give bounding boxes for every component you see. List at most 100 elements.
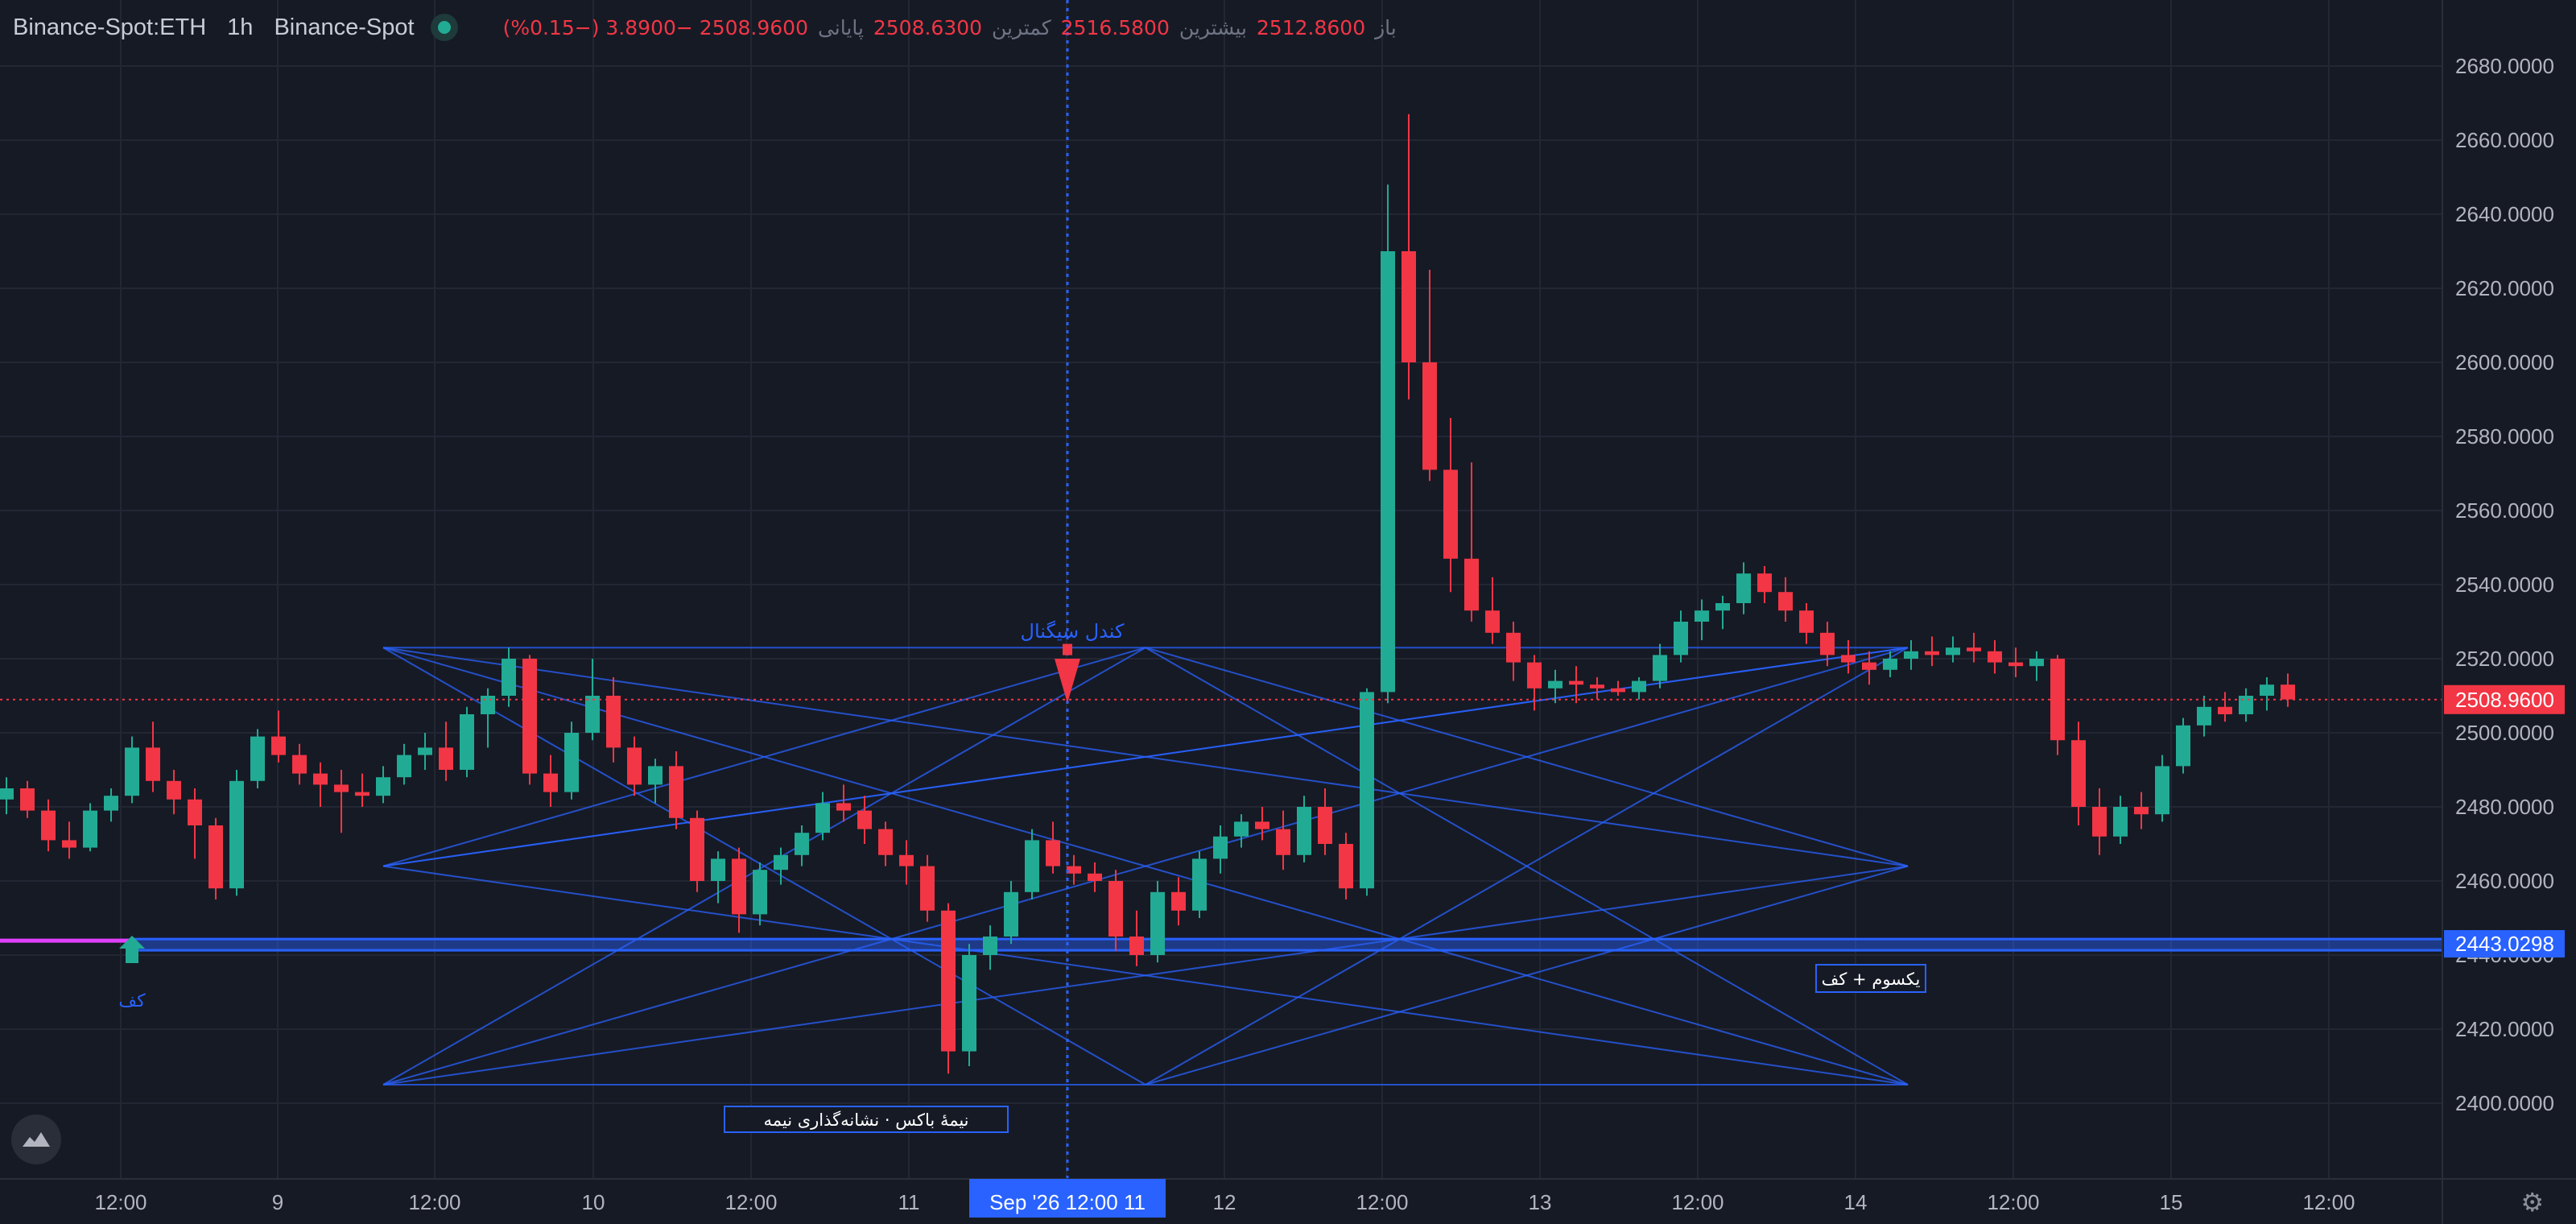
candle-body	[1129, 937, 1144, 955]
time-tick-label: 12:00	[1987, 1190, 2039, 1214]
time-tick-label: 13	[1529, 1190, 1552, 1214]
price-tick-label: 2560.0000	[2455, 498, 2554, 523]
symbol-name[interactable]: Binance-Spot:ETH	[13, 14, 207, 40]
box-annotation-frame	[724, 1106, 1009, 1133]
right-annotation: یکسوم + کف	[1822, 970, 1921, 989]
time-tick-label: 11	[898, 1190, 920, 1214]
candle-body	[481, 696, 495, 714]
candle-body	[1381, 251, 1395, 693]
candle-body	[439, 747, 453, 770]
time-tick-label: 9	[272, 1190, 283, 1214]
open-value: 2512.8600	[1256, 15, 1366, 39]
crosshair-time-label: Sep '26 12:00 11	[989, 1190, 1146, 1214]
candle-body	[1046, 840, 1060, 866]
candle-body	[1715, 603, 1730, 611]
candle-body	[690, 817, 704, 881]
candle-body	[1506, 632, 1521, 663]
candle-body	[1464, 558, 1479, 611]
candle-body	[1276, 829, 1290, 855]
price-tick-label: 2620.0000	[2455, 276, 2554, 300]
price-tick-label: 2480.0000	[2455, 795, 2554, 819]
chart-overlay: کندل سیگنال کف نیمهٔ باکس · نشانه‌گذاری نی…	[0, 0, 2442, 1179]
candle-body	[795, 833, 809, 855]
candle-body	[774, 854, 788, 870]
candle-body	[1297, 807, 1311, 855]
candle-body	[1088, 873, 1102, 881]
price-tick-label: 2420.0000	[2455, 1017, 2554, 1041]
candle-body	[1778, 592, 1793, 611]
exchange-label: Binance-Spot	[274, 14, 415, 40]
candle-body	[585, 696, 600, 733]
candle-body	[376, 777, 390, 796]
candle-body	[648, 766, 663, 785]
candle-body	[1527, 662, 1542, 688]
price-tick-label: 2500.0000	[2455, 721, 2554, 745]
price-tick-label: 2680.0000	[2455, 54, 2554, 78]
candle-body	[1255, 821, 1269, 829]
candle-body	[83, 810, 97, 848]
candle-body	[397, 755, 411, 778]
tradingview-logo-icon[interactable]	[11, 1114, 61, 1164]
candle-body	[2197, 706, 2211, 726]
candle-body	[1192, 858, 1207, 911]
candle-body	[711, 858, 725, 881]
chart-grid	[0, 0, 2442, 1179]
signal-annotation: کندل سیگنال	[1021, 620, 1125, 643]
time-tick-label: 14	[1844, 1190, 1868, 1214]
candle-body	[334, 784, 349, 792]
candle-body	[753, 870, 767, 915]
drawing-line	[1145, 647, 1909, 1085]
time-tick-label: 12:00	[94, 1190, 147, 1214]
candle-body	[1967, 647, 1981, 651]
candle-body	[2281, 684, 2295, 700]
candle-body	[1653, 655, 1667, 681]
drawing-line	[382, 647, 1146, 867]
box-annotation: نیمهٔ باکس · نشانه‌گذاری نیمه	[763, 1110, 968, 1130]
candle-body	[606, 696, 621, 748]
candle-body	[543, 773, 558, 792]
candle-body	[1422, 362, 1437, 470]
candle-body	[1108, 881, 1123, 937]
candle-body	[250, 736, 265, 781]
candle-body	[1674, 622, 1688, 655]
interval-label[interactable]: 1h	[227, 14, 254, 40]
candle-body	[418, 747, 432, 755]
candle-body	[1569, 680, 1583, 685]
candle-body	[2218, 706, 2232, 714]
price-tick-label: 2460.0000	[2455, 869, 2554, 893]
candle-body	[941, 910, 956, 1052]
candle-body	[2260, 684, 2274, 696]
candle-body	[0, 788, 14, 800]
candle-body	[62, 840, 76, 848]
candle-body	[2113, 807, 2128, 837]
time-tick-label: 12:00	[724, 1190, 777, 1214]
candle-body	[208, 825, 223, 889]
candle-body	[836, 803, 851, 811]
settings-gear-icon[interactable]: ⚙	[2520, 1188, 2544, 1217]
candle-body	[188, 799, 202, 825]
time-tick-label: 12:00	[1356, 1190, 1408, 1214]
price-tick-label: 2540.0000	[2455, 573, 2554, 597]
ohlc-values: باز 2512.8600 بیشترین 2516.5800 کمترین 2…	[502, 15, 1397, 39]
candle-body	[815, 803, 830, 833]
signal-arrow-stem	[1063, 643, 1072, 655]
drawing-line	[382, 647, 1909, 1085]
candle-body	[857, 810, 872, 829]
candle-body	[1213, 836, 1228, 859]
change-value: −3.8900 (−0.15%)	[502, 15, 693, 39]
candle-body	[1067, 866, 1081, 874]
candle-body	[1757, 573, 1772, 593]
level-price-label: 2443.0298	[2455, 932, 2554, 956]
candle-body	[1695, 610, 1709, 622]
candle-body	[962, 955, 976, 1052]
signal-arrow-icon	[1055, 659, 1080, 704]
drawing-lines[interactable]	[0, 647, 2442, 1085]
candle-body	[41, 810, 56, 841]
level-price-tag	[2444, 930, 2565, 958]
candle-body	[2008, 662, 2023, 667]
candle-body	[1548, 680, 1563, 688]
candle-body	[920, 866, 935, 911]
low-value: 2508.6300	[873, 15, 983, 39]
